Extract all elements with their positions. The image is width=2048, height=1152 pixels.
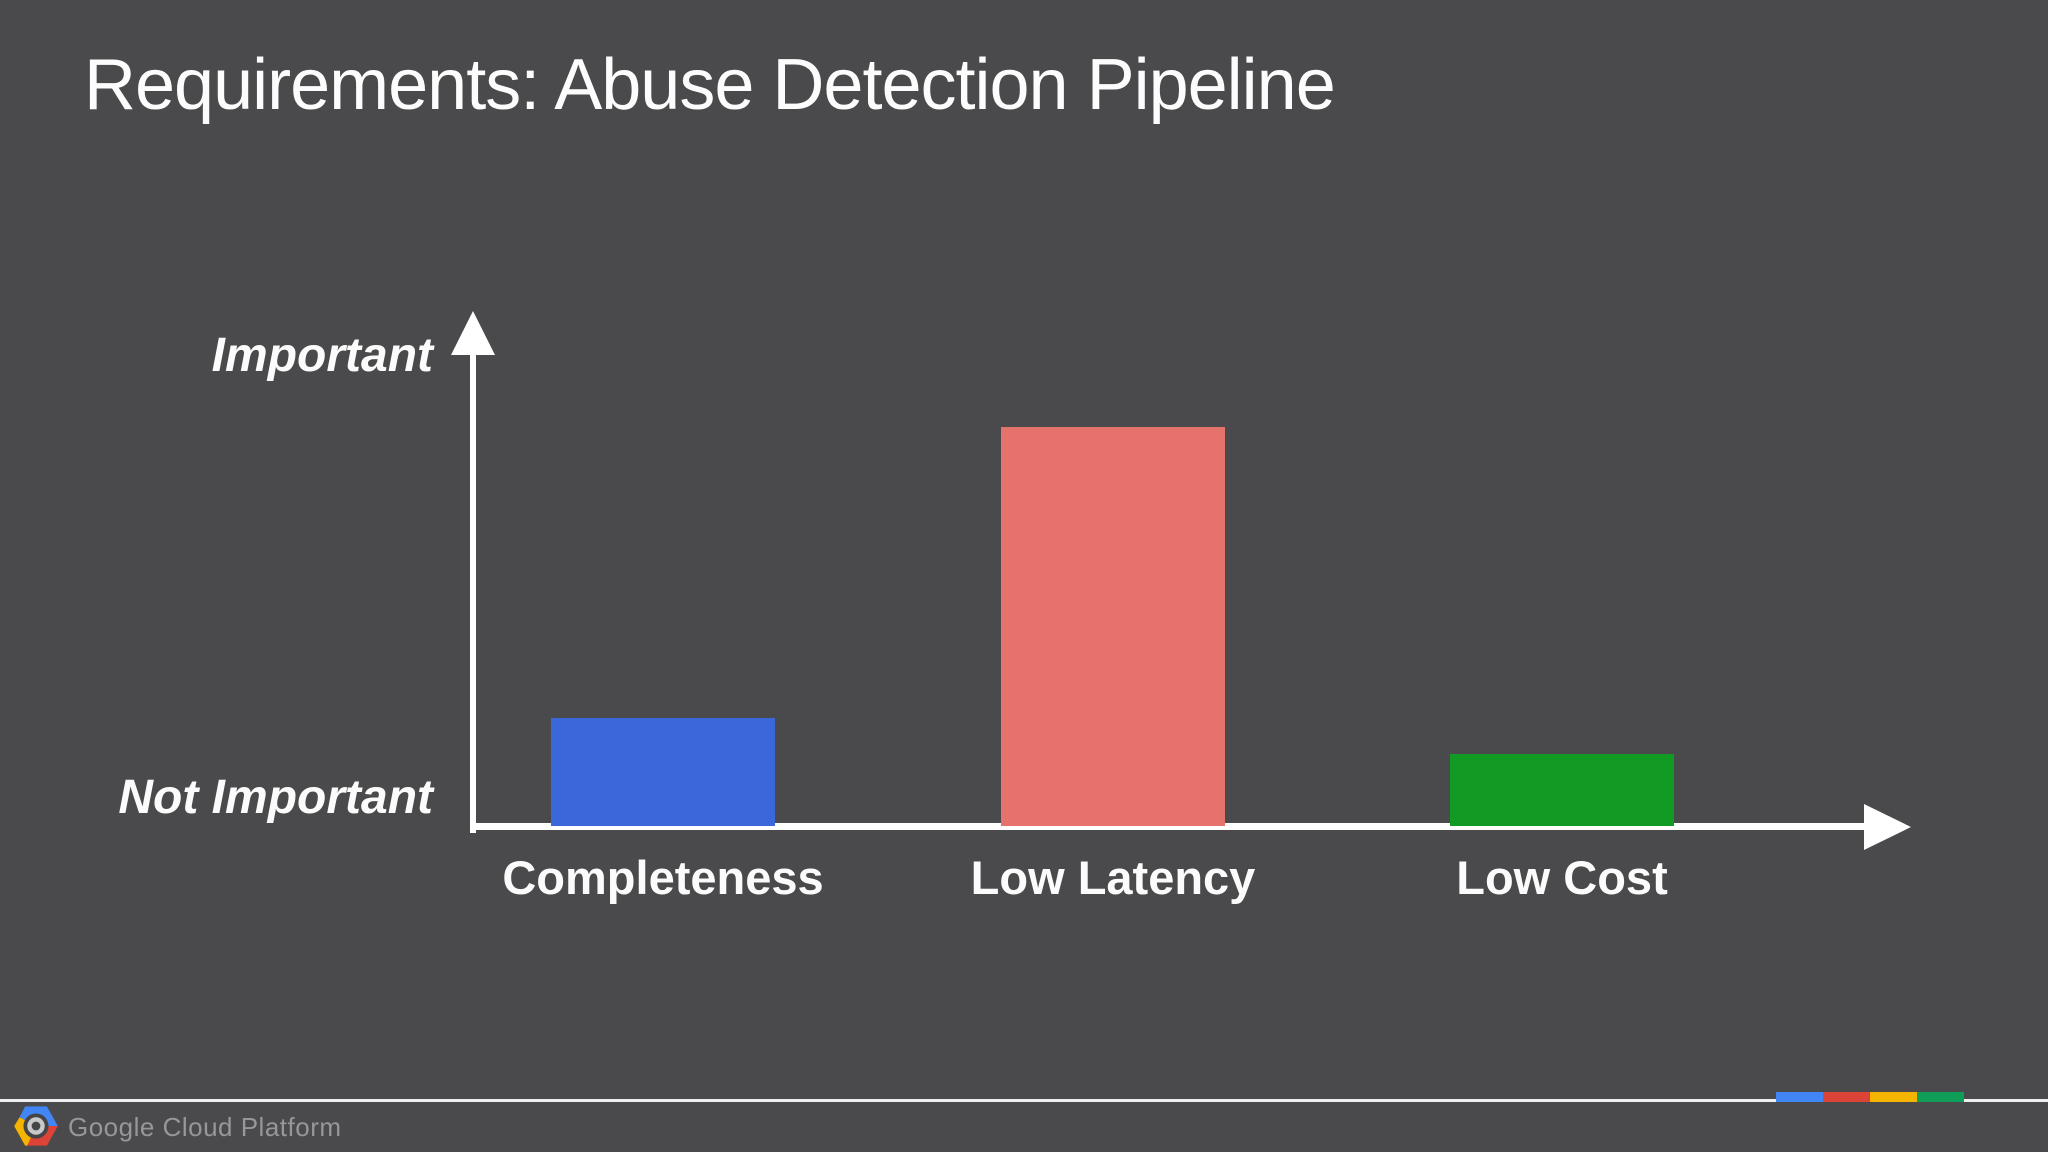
footer-brand-text: Google Cloud Platform <box>68 1112 342 1142</box>
y-axis-bottom-label: Not Important <box>118 771 433 824</box>
bar-low-latency <box>1001 427 1225 826</box>
slide-title: Requirements: Abuse Detection Pipeline <box>84 45 1336 125</box>
strip-segment <box>1870 1092 1917 1102</box>
google-cloud-platform-logo-icon <box>14 1106 58 1146</box>
google-color-strip <box>1776 1092 1964 1102</box>
x-axis <box>470 823 1866 830</box>
category-label-completeness: Completeness <box>502 851 824 904</box>
bar-completeness <box>551 718 775 826</box>
y-axis-top-label: Important <box>211 329 433 382</box>
strip-segment <box>1776 1092 1823 1102</box>
x-axis-arrow-icon <box>1864 804 1911 850</box>
category-label-low-latency: Low Latency <box>970 851 1256 904</box>
footer-divider <box>0 1099 2048 1102</box>
y-axis-arrow-icon <box>451 311 495 355</box>
y-axis <box>470 350 476 833</box>
category-label-low-cost: Low Cost <box>1456 851 1668 904</box>
bar-low-cost <box>1450 754 1674 826</box>
strip-segment <box>1917 1092 1964 1102</box>
strip-segment <box>1823 1092 1870 1102</box>
